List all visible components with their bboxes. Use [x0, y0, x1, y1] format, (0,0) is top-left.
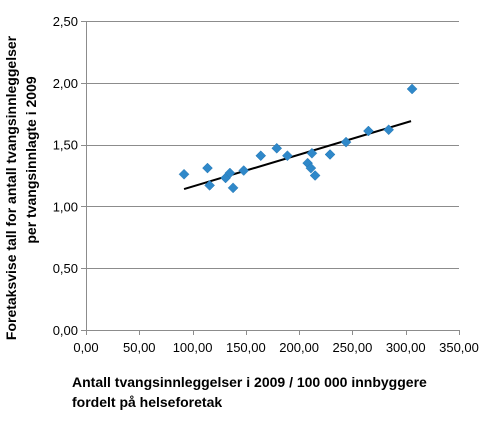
data-point	[383, 124, 395, 136]
x-tick-label: 200,00	[279, 340, 319, 355]
x-tick-label: 150,00	[226, 340, 266, 355]
data-point	[406, 83, 418, 95]
x-tick-label: 100,00	[173, 340, 213, 355]
data-points	[178, 83, 418, 194]
x-tick-label: 300,00	[386, 340, 426, 355]
y-tick-label: 0,50	[53, 261, 78, 276]
trendline-layer	[183, 120, 412, 191]
data-point	[227, 182, 239, 194]
data-point	[305, 162, 317, 174]
x-axis-title-line-2: fordelt på helseforetak	[72, 394, 222, 410]
x-axis-title-line-1: Antall tvangsinnleggelser i 2009 / 100 0…	[72, 374, 427, 390]
y-tick-label: 1,00	[53, 199, 78, 214]
data-point	[255, 150, 267, 162]
x-tick-label: 0,00	[73, 340, 98, 355]
data-point	[282, 150, 293, 162]
y-axis-title-line-2: per tvangsinnlagte i 2009	[23, 76, 39, 243]
data-point	[271, 142, 283, 154]
grid-layer	[81, 21, 460, 335]
data-point	[224, 167, 236, 179]
y-tick-label: 2,50	[53, 14, 78, 29]
data-point	[340, 136, 352, 148]
x-tick-label: 50,00	[123, 340, 156, 355]
y-axis-title-line-1: Foretaksvise tall for antall tvangsinnle…	[3, 35, 19, 340]
y-tick-label: 0,00	[53, 323, 78, 338]
data-point	[202, 162, 213, 174]
axis-titles: Antall tvangsinnleggelser i 2009 / 100 0…	[3, 35, 427, 410]
data-point	[309, 170, 321, 181]
data-point	[363, 125, 374, 137]
x-tick-labels: 0,00 50,00 100,00 150,00 200,00 250,00 300,00 3…	[73, 340, 479, 355]
trendline	[183, 120, 412, 191]
data-point	[238, 165, 250, 176]
x-tick-label: 350,00	[439, 340, 479, 355]
x-tick-label: 250,00	[333, 340, 373, 355]
y-tick-label: 2,00	[53, 76, 78, 91]
y-tick-label: 1,50	[53, 138, 78, 153]
data-point	[204, 180, 215, 191]
data-point	[178, 168, 190, 180]
data-point	[324, 149, 336, 160]
data-point	[306, 147, 318, 159]
y-tick-labels: 0,00 0,50 1,00 1,50 2,00 2,50	[53, 14, 78, 338]
